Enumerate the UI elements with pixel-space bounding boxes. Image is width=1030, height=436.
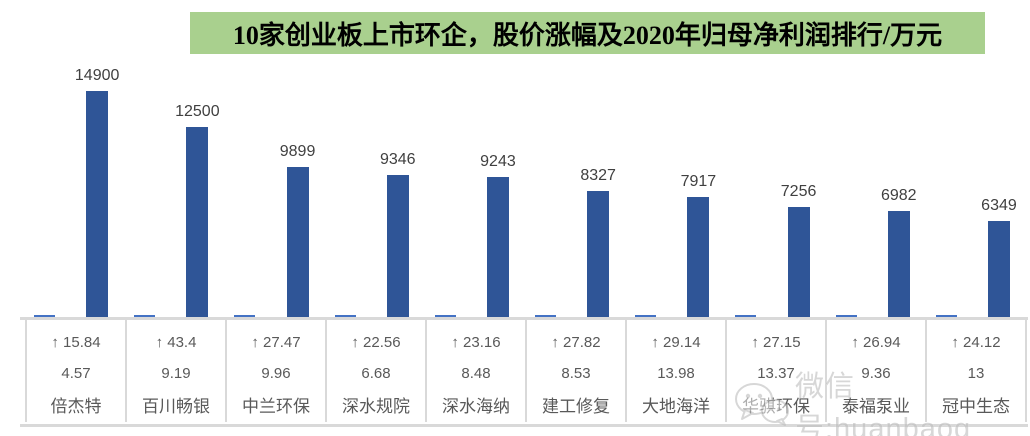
row2-value-cell: 9.96 — [261, 364, 291, 382]
table-column: ↑ 27.47 9.96 中兰环保 — [227, 320, 327, 422]
bar-value-label: 6349 — [981, 197, 1017, 214]
row2-value-cell: 9.36 — [861, 364, 891, 382]
category-column: 6982 — [827, 0, 927, 317]
bar-value-label: 9346 — [379, 151, 416, 168]
table-bottom-border — [20, 424, 1028, 427]
price-change-bar — [735, 315, 757, 317]
pct-change-cell: ↑ 15.84 — [51, 334, 101, 352]
table-column: ↑ 26.94 9.36 泰福泵业 — [827, 320, 927, 422]
plot-area: 14900 12500 9899 9346 9243 8327 7917 7256 6982 63… — [25, 0, 1027, 317]
price-change-bar — [234, 315, 256, 317]
price-change-bar — [134, 315, 156, 317]
bar-value-label: 8327 — [580, 167, 616, 184]
price-change-bar — [935, 315, 957, 317]
table-column: ↑ 43.4 9.19 百川畅银 — [127, 320, 227, 422]
pct-change-cell: ↑ 27.47 — [251, 334, 301, 352]
category-column: 9243 — [426, 0, 526, 317]
profit-bar — [286, 167, 309, 317]
profit-bar — [887, 211, 910, 317]
x-axis-line — [20, 317, 1028, 320]
chart-title: 10家创业板上市环企，股价涨幅及2020年归母净利润排行/万元 — [232, 20, 943, 50]
table-column: ↑ 23.16 8.48 深水海纳 — [427, 320, 527, 422]
row2-value-cell: 6.68 — [361, 364, 391, 382]
category-column: 14900 — [25, 0, 125, 317]
bar-value-label: 14900 — [74, 67, 120, 84]
category-column: 7917 — [626, 0, 726, 317]
price-change-bar — [835, 315, 857, 317]
company-name-cell: 泰福泵业 — [842, 397, 910, 417]
profit-bar — [587, 191, 610, 317]
table-column: ↑ 22.56 6.68 深水规院 — [327, 320, 427, 422]
profit-bar — [386, 175, 409, 317]
category-column: 9899 — [225, 0, 325, 317]
profit-bar — [787, 207, 810, 317]
bar-value-label: 9243 — [480, 153, 516, 170]
price-change-bar — [535, 315, 557, 317]
row2-value-cell: 9.19 — [161, 364, 191, 382]
table-column: ↑ 24.12 13 冠中生态 — [927, 320, 1027, 422]
row2-value-cell: 8.48 — [461, 364, 491, 382]
pct-change-cell: ↑ 22.56 — [351, 334, 401, 352]
category-column: 7256 — [726, 0, 826, 317]
data-table: ↑ 15.84 4.57 倍杰特 ↑ 43.4 9.19 百川畅银 ↑ 27.47 9.96 中… — [25, 320, 1027, 422]
category-column: 6349 — [927, 0, 1027, 317]
price-change-bar — [34, 315, 56, 317]
company-name-cell: 中兰环保 — [242, 397, 310, 417]
company-name-cell: 华骐环保 — [742, 397, 810, 417]
pct-change-cell: ↑ 26.94 — [851, 334, 901, 352]
row2-value-cell: 8.53 — [561, 364, 591, 382]
table-column: ↑ 27.15 13.37 华骐环保 — [727, 320, 827, 422]
pct-change-cell: ↑ 29.14 — [651, 334, 701, 352]
pct-change-cell: ↑ 24.12 — [951, 334, 1001, 352]
row2-value-cell: 13.37 — [757, 364, 795, 382]
category-column: 12500 — [125, 0, 225, 317]
table-column: ↑ 27.82 8.53 建工修复 — [527, 320, 627, 422]
pct-change-cell: ↑ 27.15 — [751, 334, 801, 352]
price-change-bar — [334, 315, 356, 317]
pct-change-cell: ↑ 27.82 — [551, 334, 601, 352]
bar-value-label: 12500 — [175, 103, 220, 120]
bar-value-label: 7256 — [780, 183, 817, 200]
bar-value-label: 7917 — [680, 173, 717, 190]
price-change-bar — [434, 315, 456, 317]
profit-bar — [987, 221, 1010, 317]
bar-value-label: 6982 — [880, 187, 917, 204]
table-column: ↑ 29.14 13.98 大地海洋 — [627, 320, 727, 422]
company-name-cell: 倍杰特 — [50, 397, 102, 417]
pct-change-cell: ↑ 43.4 — [155, 334, 197, 352]
table-column: ↑ 15.84 4.57 倍杰特 — [27, 320, 127, 422]
company-name-cell: 深水规院 — [342, 397, 410, 417]
profit-bar — [687, 197, 710, 317]
price-change-bar — [635, 315, 657, 317]
row2-value-cell: 4.57 — [61, 364, 91, 382]
bar-value-label: 9899 — [279, 143, 316, 160]
category-column: 8327 — [526, 0, 626, 317]
company-name-cell: 百川畅银 — [142, 397, 210, 417]
company-name-cell: 大地海洋 — [642, 397, 710, 417]
chart-title-banner: 10家创业板上市环企，股价涨幅及2020年归母净利润排行/万元 — [190, 12, 985, 54]
company-name-cell: 建工修复 — [542, 397, 610, 417]
row2-value-cell: 13.98 — [657, 364, 695, 382]
company-name-cell: 深水海纳 — [442, 397, 510, 417]
row2-value-cell: 13 — [967, 364, 985, 382]
pct-change-cell: ↑ 23.16 — [451, 334, 501, 352]
profit-bar — [86, 91, 109, 317]
company-name-cell: 冠中生态 — [942, 397, 1010, 417]
category-column: 9346 — [326, 0, 426, 317]
profit-bar — [186, 127, 209, 317]
profit-bar — [486, 177, 509, 317]
